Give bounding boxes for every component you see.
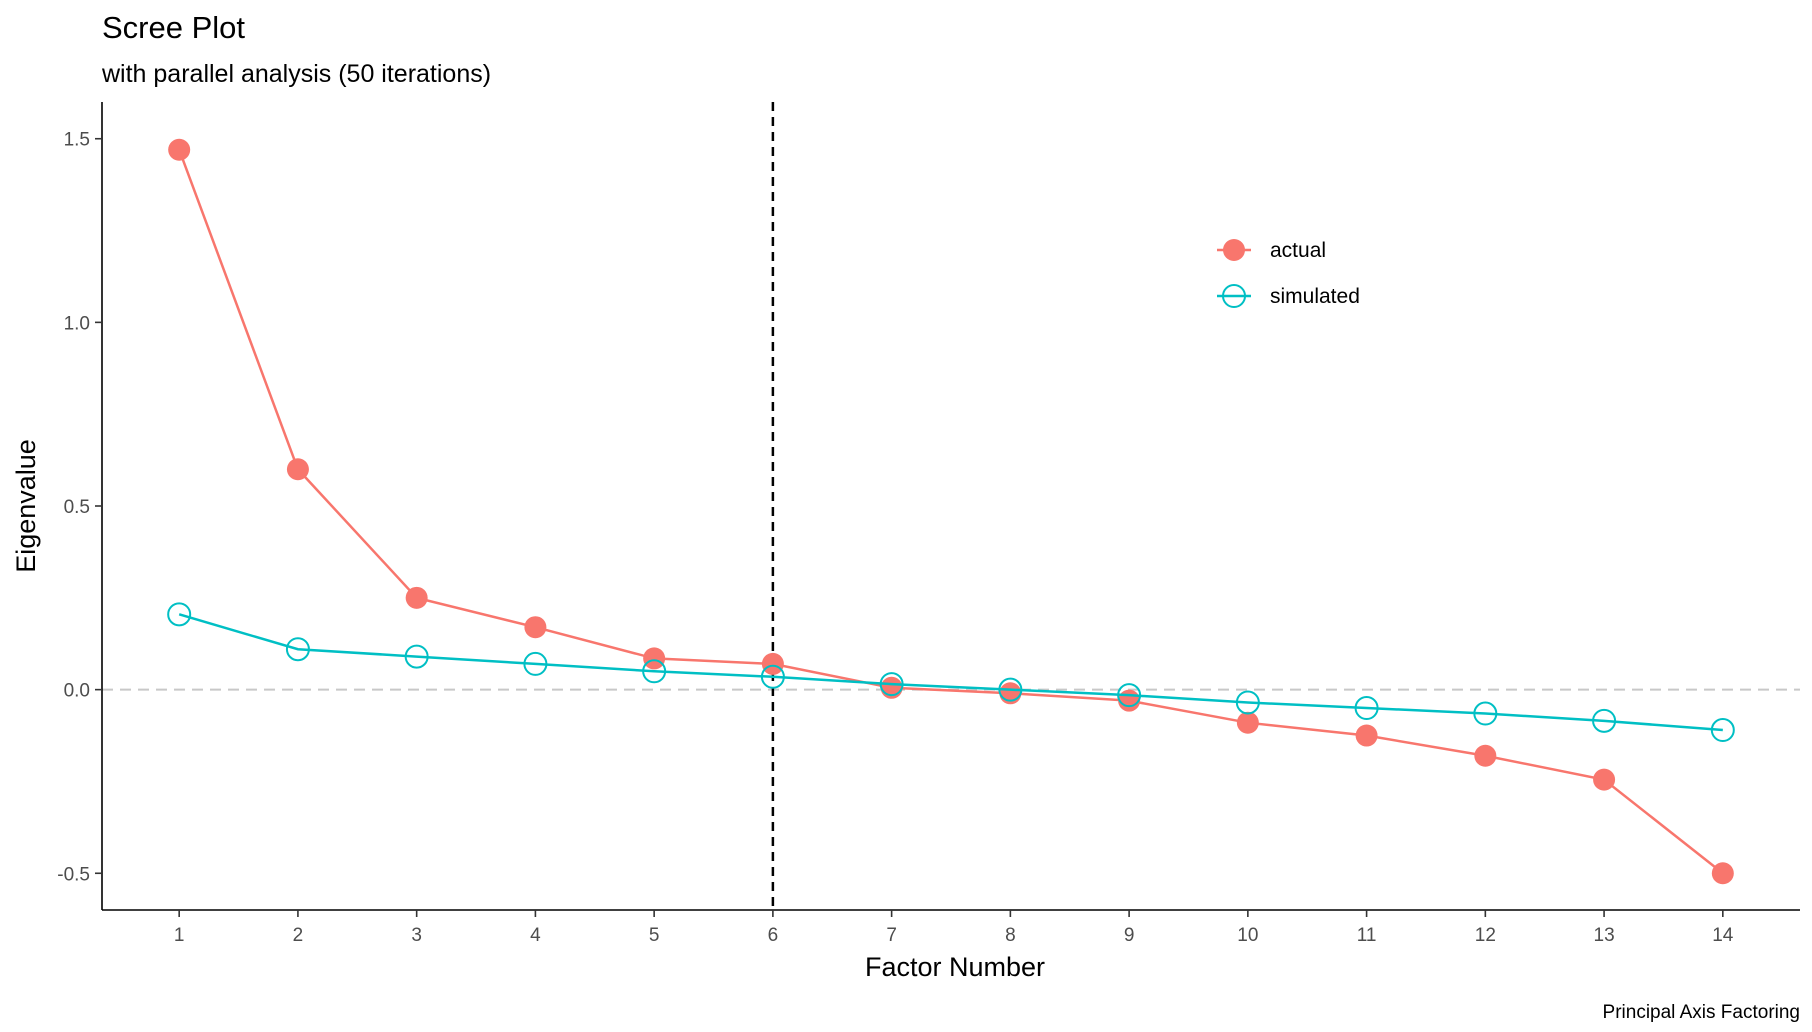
legend-item-actual: actual [1217, 239, 1326, 262]
data-point-simulated [285, 637, 310, 662]
y-tick-label: 1.5 [64, 130, 90, 151]
legend-item-simulated: simulated [1217, 284, 1360, 308]
x-tick-label: 7 [886, 925, 897, 946]
plot-area: -0.50.00.51.01.5 1 2 3 4 5 6 7 8 9 10 11 12 13 14 [57, 102, 1800, 946]
x-tick-label: 12 [1475, 925, 1496, 946]
series-line-actual [178, 149, 1724, 875]
data-point-actual [1593, 768, 1616, 791]
data-point-simulated [1710, 718, 1735, 743]
chart-title: Scree Plot [102, 10, 245, 45]
data-point-simulated [1117, 683, 1142, 708]
chart-caption: Principal Axis Factoring [1603, 1002, 1800, 1023]
data-point-simulated [642, 659, 667, 684]
y-axis-title: Eigenvalue [11, 439, 41, 573]
data-point-simulated [1354, 696, 1379, 720]
data-point-simulated [523, 651, 548, 676]
data-point-actual [1118, 689, 1141, 712]
series-actual [168, 138, 1734, 885]
chart-subtitle: with parallel analysis (50 iterations) [101, 60, 491, 88]
x-tick-label: 9 [1124, 925, 1135, 946]
data-point-actual [286, 458, 309, 481]
data-point-simulated [1235, 690, 1260, 715]
data-point-simulated [879, 672, 904, 697]
x-tick-label: 1 [174, 925, 185, 946]
x-tick-label: 6 [768, 925, 779, 946]
x-tick-label: 5 [649, 925, 660, 946]
y-tick-label: 1.0 [64, 313, 90, 334]
x-tick-label: 11 [1357, 925, 1377, 946]
legend-marker-actual [1223, 239, 1245, 261]
x-tick-label: 4 [530, 925, 541, 946]
legend: actual simulated [1217, 239, 1360, 308]
data-point-actual [524, 616, 547, 639]
data-point-simulated [167, 602, 192, 627]
data-point-actual [405, 586, 428, 609]
data-point-actual [761, 652, 784, 675]
y-tick-label: 0.0 [64, 681, 90, 702]
y-tick-label: -0.5 [57, 864, 90, 885]
x-tick-label: 2 [293, 925, 304, 946]
data-point-simulated [404, 644, 429, 669]
data-point-actual [168, 138, 191, 161]
data-point-simulated [760, 664, 785, 689]
data-point-actual [1474, 744, 1497, 767]
series-line-simulated [178, 613, 1723, 732]
x-tick-label: 3 [411, 925, 422, 946]
y-axis-ticks: -0.5 0.0 0.5 1.0 1.5 [57, 130, 102, 885]
x-tick-label: 10 [1237, 925, 1258, 946]
legend-label-actual: actual [1270, 239, 1326, 262]
series-simulated [167, 602, 1735, 743]
data-point-actual [643, 647, 666, 670]
x-tick-label: 14 [1712, 925, 1734, 946]
data-point-simulated [998, 677, 1023, 702]
legend-marker-simulated [1222, 284, 1246, 308]
x-axis-title: Factor Number [865, 952, 1045, 982]
data-point-simulated [1473, 701, 1498, 726]
data-point-actual [1711, 862, 1734, 885]
x-tick-label: 13 [1594, 925, 1615, 946]
data-point-simulated [1592, 708, 1617, 733]
legend-label-simulated: simulated [1270, 285, 1360, 308]
data-point-actual [1236, 711, 1259, 734]
x-tick-label: 8 [1005, 925, 1016, 946]
y-tick-label: 0.5 [64, 497, 90, 518]
data-point-actual [1355, 724, 1378, 747]
x-axis-ticks: 1 2 3 4 5 6 7 8 9 10 11 12 13 14 [174, 910, 1734, 946]
